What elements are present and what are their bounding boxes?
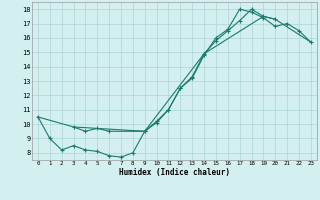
X-axis label: Humidex (Indice chaleur): Humidex (Indice chaleur) (119, 168, 230, 177)
